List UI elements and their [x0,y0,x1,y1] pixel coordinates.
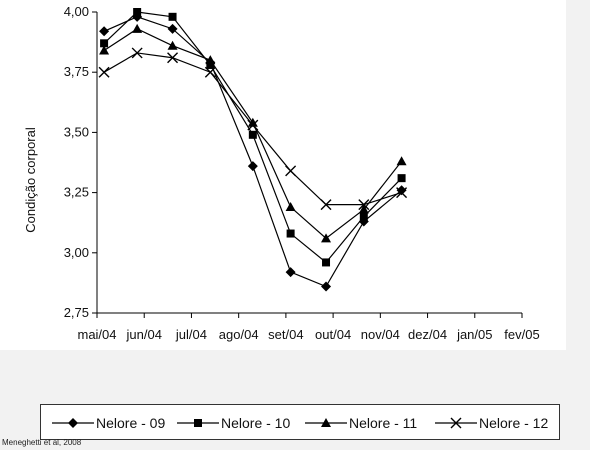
x-tick-label: jun/04 [126,327,162,342]
data-point [247,117,258,127]
x-tick-label: ago/04 [219,327,259,342]
y-tick-label: 3,25 [64,185,89,200]
y-tick-label: 4,00 [64,4,89,19]
legend-marker [321,418,331,427]
y-tick-label: 2,75 [64,305,89,320]
legend-marker [68,418,78,428]
data-point [167,52,179,64]
data-point [131,47,143,59]
x-tick-label: jul/04 [175,327,207,342]
data-point [248,130,257,139]
x-tick-label: fev/05 [504,327,539,342]
data-point [286,229,295,238]
x-tick-label: out/04 [315,327,351,342]
data-point [204,66,216,78]
series-line [103,16,402,288]
legend-item: Nelore - 11 [305,415,417,431]
data-point [397,174,406,183]
legend-label: Nelore - 12 [479,415,548,431]
series-nelore-10 [100,8,406,267]
legend-label: Nelore - 11 [349,415,417,431]
data-point [285,267,296,278]
data-point [247,161,258,172]
legend-label: Nelore - 10 [221,415,290,431]
data-point [396,156,407,166]
legend-items: Nelore - 09 Nelore - 10 Nelore - 11 Nelore … [52,415,548,431]
legend-item: Nelore - 12 [435,415,548,431]
x-tick-label: nov/04 [361,327,400,342]
y-tick-label: 3,50 [64,124,89,139]
legend-marker [450,417,462,429]
data-point [358,199,370,211]
data-point [98,66,110,78]
data-point [167,40,178,50]
legend [40,404,560,440]
y-axis-label: Condição corporal [23,127,38,233]
data-point [247,119,259,131]
chart-panel [0,0,566,350]
legend-item: Nelore - 10 [177,415,290,431]
data-point [321,281,332,292]
data-point [359,212,368,221]
data-point [396,187,408,199]
x-tick-label: set/04 [268,327,303,342]
data-point [132,23,143,33]
data-point [100,39,109,48]
data-point [167,23,178,34]
data-point [99,26,110,37]
data-point [99,45,110,55]
x-tick-label: dez/04 [408,327,447,342]
y-tick-label: 3,75 [64,64,89,79]
data-point [322,258,331,267]
data-point [396,185,407,196]
x-tick-label: jan/05 [456,327,492,342]
series-nelore-11 [99,23,407,243]
data-point [168,12,177,21]
legend-label: Nelore - 09 [96,415,165,431]
legend-item: Nelore - 09 [52,415,165,431]
series-line [103,52,402,206]
series-layer [98,8,408,292]
data-point [206,60,215,69]
data-point [285,165,297,177]
source-credit: Meneghetti et al, 2008 [2,438,82,447]
data-point [285,202,296,212]
data-point [358,204,369,214]
data-point [321,233,332,243]
legend-marker [194,419,202,427]
series-nelore-12 [98,47,408,211]
y-tick-label: 3,00 [64,245,89,260]
data-point [205,55,216,65]
data-point [320,199,332,211]
x-tick-label: mai/04 [77,327,116,342]
data-point [133,8,142,16]
axes: 4,00 3,75 3,50 3,25 3,00 2,75 mai/04 jun/04 jul/… [64,4,540,342]
